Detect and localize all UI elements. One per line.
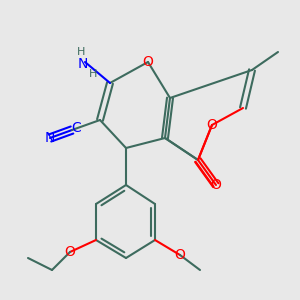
- Text: O: O: [175, 248, 185, 262]
- Text: H: H: [89, 69, 97, 79]
- Text: N: N: [45, 131, 55, 145]
- Text: O: O: [207, 118, 218, 132]
- Text: C: C: [71, 121, 81, 135]
- Text: O: O: [211, 178, 221, 192]
- Text: N: N: [78, 57, 88, 71]
- Text: O: O: [142, 55, 153, 69]
- Text: O: O: [64, 245, 75, 259]
- Text: H: H: [77, 47, 85, 57]
